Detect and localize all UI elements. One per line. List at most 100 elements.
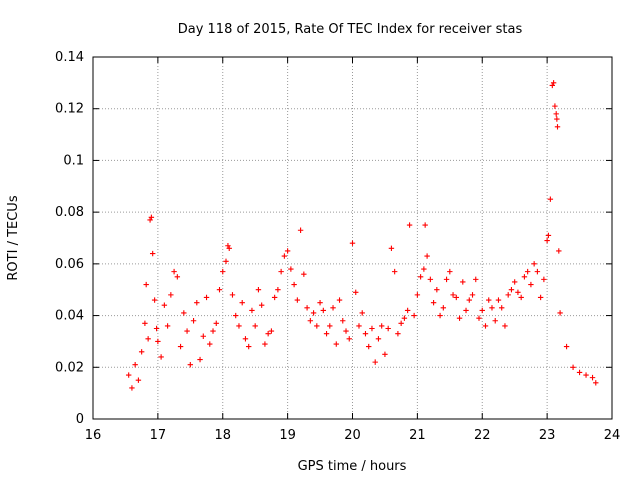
data-point bbox=[430, 299, 437, 306]
data-point bbox=[177, 343, 184, 350]
grid bbox=[93, 57, 612, 419]
data-point bbox=[239, 299, 245, 306]
data-point bbox=[249, 307, 255, 314]
data-point bbox=[216, 287, 223, 293]
data-point bbox=[294, 297, 301, 303]
data-point bbox=[547, 196, 554, 202]
data-point bbox=[174, 274, 181, 280]
data-point bbox=[210, 328, 216, 334]
data-point bbox=[482, 323, 489, 329]
data-point bbox=[552, 103, 558, 109]
data-point bbox=[147, 217, 153, 223]
y-axis-ticks: 0 0.02 0.04 0.06 0.08 0.1 0.12 0.14 bbox=[55, 50, 612, 427]
data-point bbox=[314, 323, 320, 329]
x-axis-label: GPS time / hours bbox=[298, 459, 407, 474]
data-point bbox=[168, 292, 174, 298]
data-point bbox=[427, 276, 434, 283]
data-point bbox=[258, 302, 265, 308]
y-tick-label: 0.14 bbox=[55, 50, 84, 65]
data-point bbox=[190, 318, 197, 324]
data-point bbox=[220, 268, 226, 275]
data-point bbox=[576, 369, 583, 376]
data-point bbox=[181, 310, 187, 316]
data-point bbox=[194, 299, 200, 306]
data-point bbox=[236, 323, 242, 329]
data-point bbox=[456, 315, 463, 321]
data-point bbox=[359, 310, 365, 316]
data-point bbox=[184, 328, 190, 334]
data-point bbox=[340, 318, 346, 324]
data-point bbox=[187, 362, 194, 368]
x-tick-label: 24 bbox=[604, 428, 621, 443]
data-point bbox=[158, 354, 164, 360]
data-point bbox=[229, 292, 236, 298]
data-point bbox=[143, 281, 149, 288]
data-point bbox=[479, 307, 485, 314]
data-point bbox=[207, 341, 213, 347]
data-point bbox=[149, 250, 156, 257]
data-point bbox=[528, 281, 534, 288]
data-point bbox=[197, 356, 203, 363]
data-point bbox=[378, 323, 385, 329]
data-point bbox=[138, 349, 145, 355]
data-point bbox=[589, 374, 596, 381]
data-point bbox=[353, 289, 359, 295]
data-point bbox=[265, 330, 271, 337]
data-point bbox=[333, 341, 339, 347]
data-point bbox=[515, 289, 521, 295]
data-point bbox=[268, 328, 275, 334]
x-tick-label: 18 bbox=[214, 428, 231, 443]
data-point bbox=[476, 315, 482, 321]
data-point bbox=[271, 294, 278, 301]
data-point bbox=[362, 330, 369, 337]
data-point bbox=[557, 310, 563, 316]
data-point bbox=[301, 271, 307, 277]
data-point bbox=[417, 274, 424, 280]
data-point bbox=[171, 268, 177, 275]
data-point bbox=[489, 305, 495, 311]
data-point bbox=[398, 320, 404, 327]
data-point bbox=[473, 276, 479, 283]
data-point bbox=[521, 274, 528, 280]
data-point bbox=[556, 248, 562, 254]
x-tick-label: 22 bbox=[474, 428, 491, 443]
y-tick-label: 0.06 bbox=[55, 257, 84, 272]
data-point bbox=[148, 214, 155, 221]
data-point bbox=[281, 253, 288, 259]
data-point bbox=[304, 305, 310, 311]
y-tick-label: 0.02 bbox=[55, 360, 84, 375]
data-point bbox=[200, 333, 206, 339]
data-point bbox=[327, 323, 333, 329]
data-point bbox=[447, 268, 453, 275]
data-point bbox=[443, 276, 450, 283]
data-point bbox=[541, 276, 547, 283]
data-point bbox=[320, 307, 327, 314]
data-point bbox=[406, 222, 413, 228]
y-tick-label: 0.12 bbox=[55, 102, 84, 117]
data-point bbox=[388, 245, 395, 252]
data-point bbox=[537, 294, 544, 301]
data-point bbox=[469, 292, 476, 298]
data-point bbox=[135, 377, 142, 383]
data-points bbox=[125, 80, 599, 391]
data-point bbox=[284, 248, 291, 254]
data-point bbox=[563, 343, 570, 350]
data-point bbox=[404, 307, 411, 314]
data-point bbox=[291, 281, 297, 288]
data-point bbox=[297, 227, 304, 233]
data-point bbox=[275, 287, 281, 293]
data-point bbox=[242, 336, 249, 342]
data-point bbox=[437, 312, 443, 319]
data-point bbox=[391, 268, 398, 275]
data-point bbox=[553, 111, 559, 117]
data-point bbox=[518, 294, 524, 301]
data-point bbox=[524, 268, 531, 275]
data-point bbox=[531, 261, 537, 267]
data-point bbox=[233, 312, 239, 319]
data-point bbox=[499, 305, 505, 311]
data-point bbox=[225, 243, 231, 249]
data-point bbox=[307, 318, 314, 324]
data-point bbox=[414, 292, 421, 298]
data-point bbox=[544, 237, 550, 244]
data-point bbox=[372, 359, 378, 365]
